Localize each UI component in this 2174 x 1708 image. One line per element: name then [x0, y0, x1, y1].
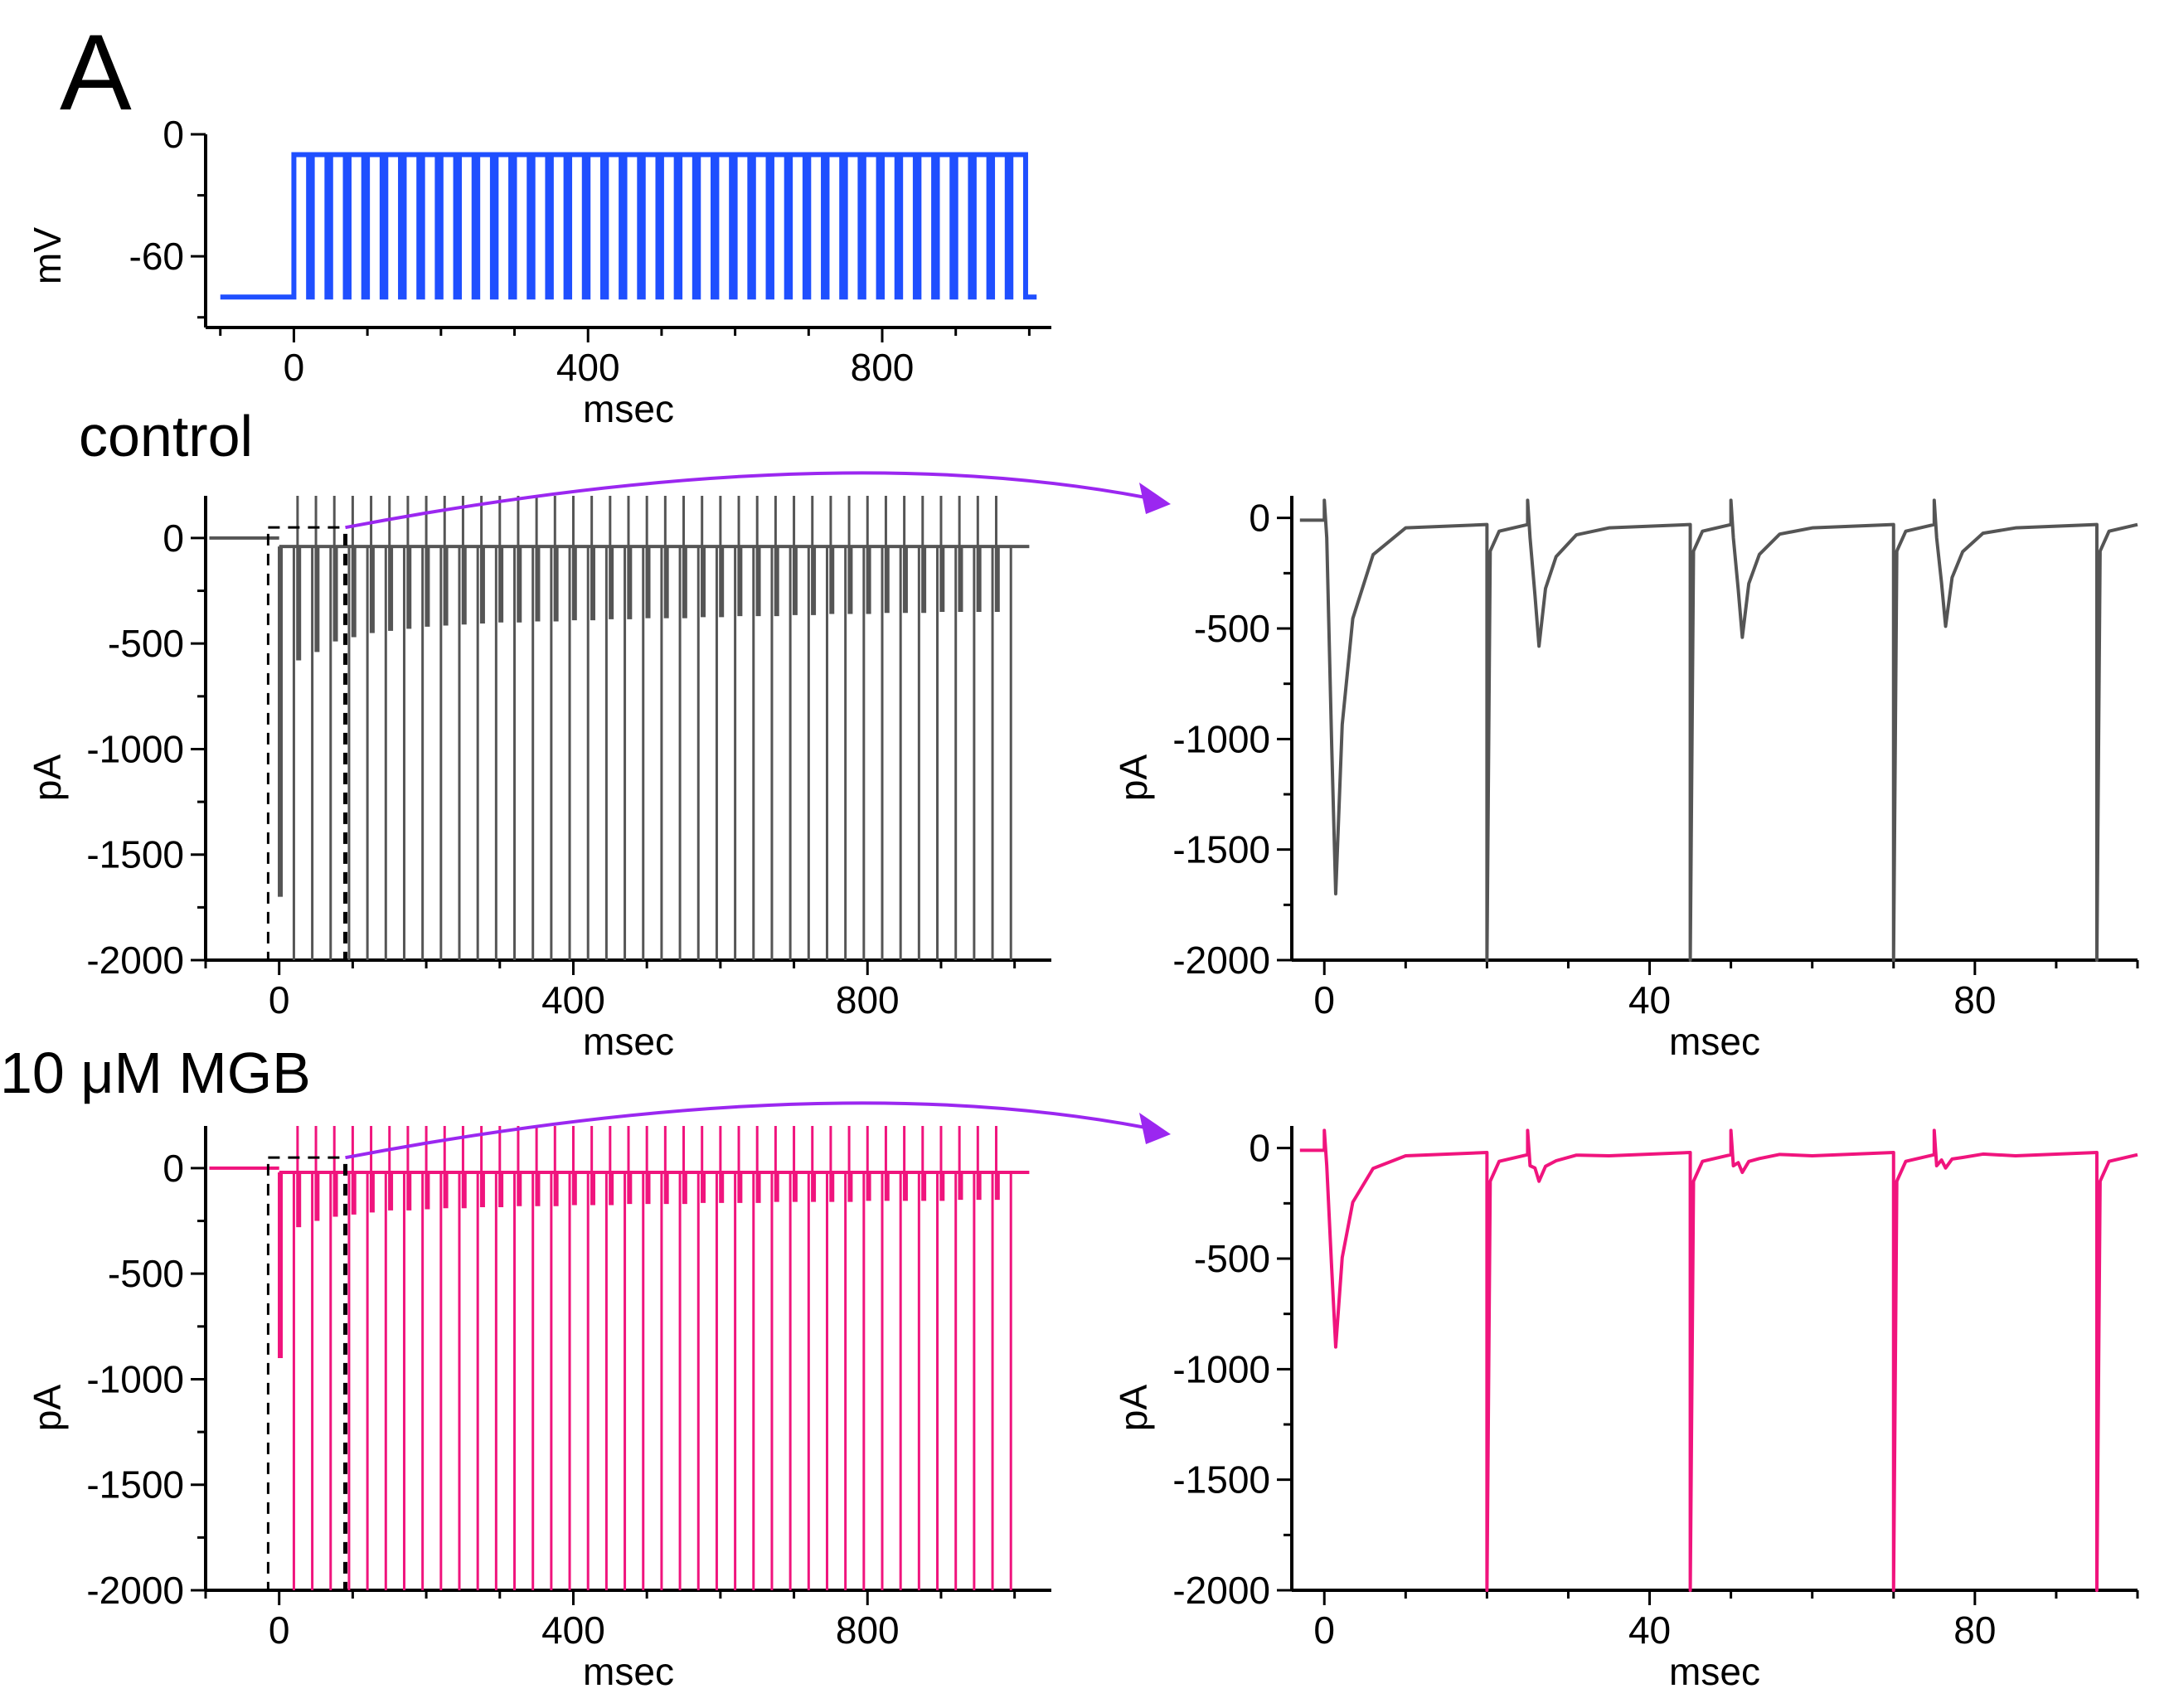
y-tick-label: -1000 — [86, 727, 184, 770]
control-label: control — [79, 404, 253, 468]
control-zoom-panel: 0 40 80 0 -500 -1000 -1500 -2000 msec pA — [1112, 496, 2139, 1063]
mgb-label: 10 μM MGB — [0, 1041, 311, 1105]
x-tick-label: 0 — [1313, 978, 1335, 1021]
x-tick-label: 400 — [541, 1609, 605, 1652]
y-axis-title: pA — [26, 1385, 69, 1432]
y-tick-label: 0 — [163, 113, 184, 156]
y-tick-label: -2000 — [86, 1569, 184, 1612]
panel-label: A — [60, 12, 132, 133]
x-tick-label: 400 — [541, 978, 605, 1021]
zoom-trace — [1299, 498, 2138, 962]
y-axis-title: pA — [26, 755, 69, 802]
mgb-train-panel: 0 400 800 0 -500 -1000 -1500 -2000 msec pA — [26, 1126, 1051, 1693]
x-tick-label: 800 — [836, 978, 900, 1021]
voltage-protocol-panel: 0 400 800 0 -60 msec mV — [26, 113, 1051, 430]
y-tick-label: -1000 — [1172, 717, 1270, 760]
mgb-zoom-panel: 0 40 80 0 -500 -1000 -1500 -2000 msec pA — [1112, 1126, 2139, 1693]
axes: 0 40 80 0 -500 -1000 -1500 -2000 msec pA — [1112, 496, 2139, 1063]
x-tick-label: 80 — [1953, 1609, 1996, 1652]
x-tick-label: 400 — [556, 346, 620, 389]
x-tick-label: 800 — [851, 346, 915, 389]
y-tick-label: -1500 — [1172, 1458, 1270, 1502]
zoom-arrow-head — [1139, 483, 1171, 514]
voltage-trace — [220, 152, 1037, 300]
axes: 0 400 800 0 -60 msec mV — [26, 113, 1051, 430]
y-tick-label: 0 — [163, 1147, 184, 1190]
x-tick-label: 0 — [1313, 1609, 1335, 1652]
zoom-arrow-line — [345, 471, 1147, 530]
y-tick-label: 0 — [1249, 1127, 1270, 1170]
x-tick-label: 800 — [836, 1609, 900, 1652]
y-tick-label: -1000 — [1172, 1347, 1270, 1390]
x-axis-title: msec — [583, 387, 674, 430]
y-tick-label: -2000 — [86, 939, 184, 982]
zoom-arrow-line — [345, 1101, 1147, 1160]
y-tick-label: -2000 — [1172, 1569, 1270, 1612]
y-axis-title: pA — [1112, 1385, 1155, 1432]
zoom-arrow-head — [1139, 1113, 1171, 1144]
x-tick-label: 0 — [269, 1609, 290, 1652]
axes: 0 400 800 0 -500 -1000 -1500 -2000 msec pA — [26, 496, 1051, 1063]
x-tick-label: 0 — [284, 346, 305, 389]
x-tick-label: 40 — [1628, 978, 1671, 1021]
y-tick-label: -2000 — [1172, 939, 1270, 982]
axes: 0 400 800 0 -500 -1000 -1500 -2000 msec pA — [26, 1126, 1051, 1693]
x-axis-title: msec — [583, 1020, 674, 1063]
y-tick-label: -500 — [1194, 1237, 1270, 1280]
y-tick-label: -60 — [129, 235, 184, 278]
y-tick-label: -500 — [1194, 607, 1270, 650]
x-axis-title: msec — [583, 1650, 674, 1693]
x-tick-label: 80 — [1953, 978, 1996, 1021]
y-tick-label: -1500 — [1172, 828, 1270, 871]
x-tick-label: 40 — [1628, 1609, 1671, 1652]
y-axis-title: mV — [26, 227, 69, 284]
y-tick-label: -500 — [108, 622, 184, 665]
y-tick-label: 0 — [163, 517, 184, 560]
y-tick-label: -1500 — [86, 1463, 184, 1507]
control-train-panel: 0 400 800 0 -500 -1000 -1500 -2000 msec pA — [26, 496, 1051, 1063]
zoom-trace — [1299, 1128, 2138, 1592]
x-axis-title: msec — [1669, 1020, 1760, 1063]
y-tick-label: -1500 — [86, 833, 184, 876]
x-axis-title: msec — [1669, 1650, 1760, 1693]
x-tick-label: 0 — [269, 978, 290, 1021]
y-tick-label: 0 — [1249, 497, 1270, 540]
y-tick-label: -1000 — [86, 1357, 184, 1400]
y-axis-title: pA — [1112, 755, 1155, 802]
axes: 0 40 80 0 -500 -1000 -1500 -2000 msec pA — [1112, 1126, 2139, 1693]
y-tick-label: -500 — [108, 1252, 184, 1295]
zoom-arrows — [345, 471, 1171, 1160]
